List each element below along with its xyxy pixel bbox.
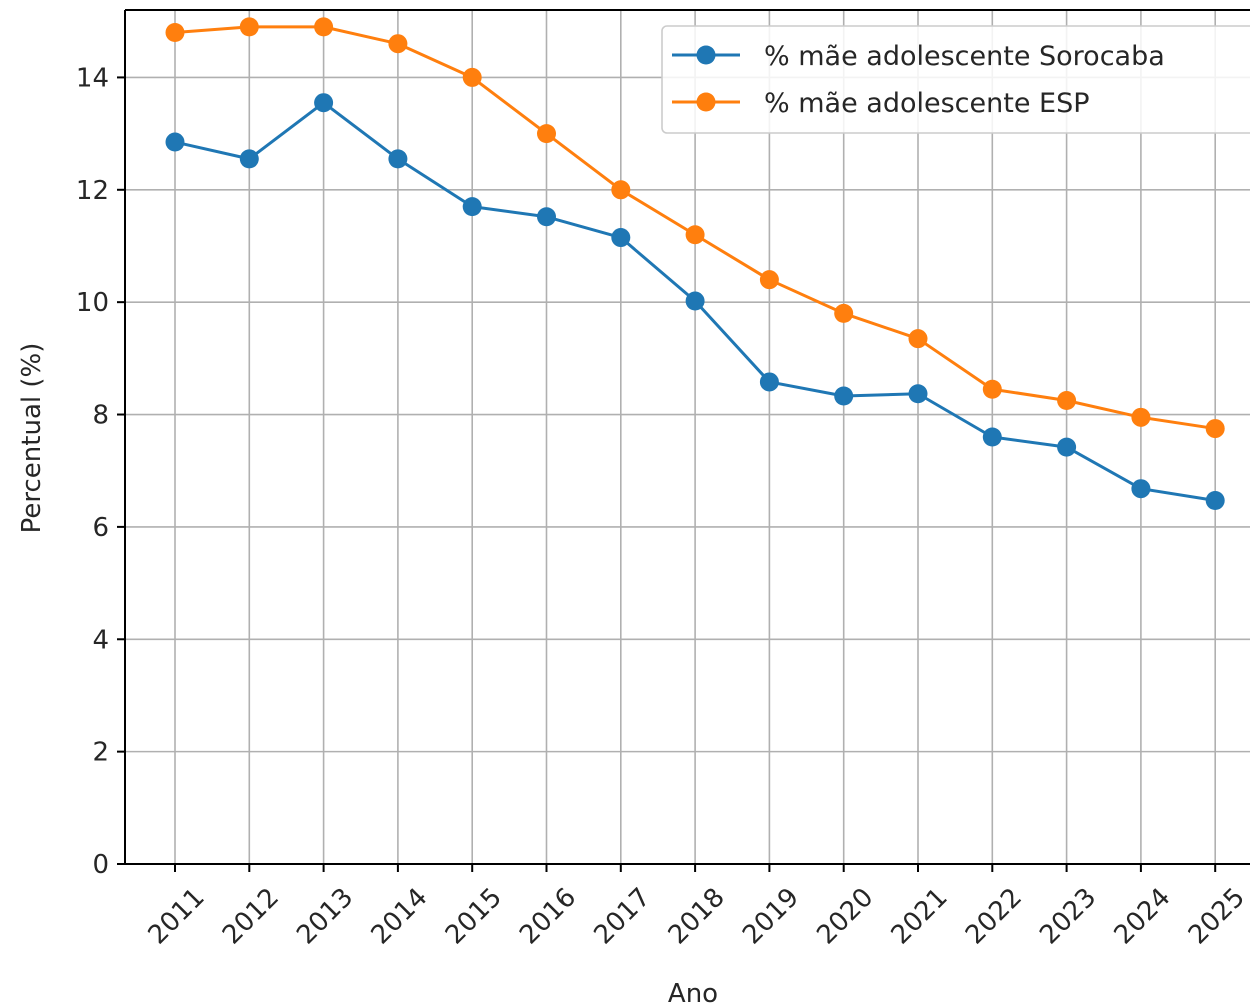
data-point-series-1 [462,197,482,217]
x-tick-label: 2023 [1034,882,1102,950]
data-point-series-2 [685,225,705,245]
legend-label-2: % mãe adolescente ESP [764,88,1090,119]
x-tick-label: 2024 [1109,882,1177,950]
data-point-series-2 [1131,407,1151,427]
data-point-series-1 [537,207,556,227]
data-point-series-1 [1205,490,1225,510]
data-point-series-1 [239,149,259,169]
y-tick-label: 14 [76,63,109,93]
x-tick-label: 2013 [291,882,359,950]
data-point-series-1 [314,93,334,113]
y-tick-label: 0 [92,850,109,880]
y-tick-label: 4 [92,625,109,655]
data-point-series-1 [611,228,631,248]
x-axis-title: Ano [668,979,718,1006]
grid [125,10,1250,865]
data-point-series-1 [908,384,928,404]
x-tick-label: 2017 [588,882,656,950]
y-axis-title: Percentual (%) [17,343,47,534]
data-point-series-2 [1057,390,1077,410]
x-tick-label: 2011 [143,882,211,950]
data-point-series-2 [611,180,631,200]
data-point-series-1 [834,386,854,406]
data-point-series-2 [908,329,928,349]
x-tick-label: 2018 [663,882,731,950]
data-point-series-2 [834,303,854,323]
x-tick-label: 2015 [440,882,508,950]
data-point-series-1 [388,149,408,169]
x-tick-label: 2022 [960,882,1028,950]
data-point-series-2 [982,379,1002,399]
data-point-series-2 [314,17,334,37]
data-point-series-1 [1057,437,1077,457]
legend: % mãe adolescente Sorocaba % mãe adolesce… [661,25,1250,134]
data-point-series-2 [165,22,185,42]
data-point-series-1 [982,427,1002,447]
data-point-series-1 [759,372,779,392]
data-point-series-1 [165,132,185,152]
y-tick-label: 10 [76,288,109,318]
data-point-series-2 [759,270,779,290]
x-tick-label: 2016 [514,882,582,950]
legend-marker-1 [696,45,716,65]
x-tick-label: 2012 [217,882,285,950]
legend-label-1: % mãe adolescente Sorocaba [764,41,1165,72]
y-tick-label: 8 [92,401,109,431]
x-tick-label: 2025 [1183,882,1250,950]
legend-marker-2 [696,92,716,112]
y-tick-label: 6 [92,513,109,543]
plot-area [165,17,1225,510]
data-point-series-1 [1131,479,1151,499]
x-tick-label: 2020 [811,882,879,950]
data-point-series-1 [685,291,705,311]
y-tick-label: 12 [76,176,109,206]
x-tick-label: 2021 [886,882,954,950]
data-point-series-2 [239,17,259,37]
data-point-series-2 [462,67,482,87]
data-point-series-2 [1205,419,1225,439]
x-tick-label: 2014 [366,882,434,950]
x-tick-label: 2019 [737,882,805,950]
y-tick-label: 2 [92,738,109,768]
legend-box [661,25,1250,134]
data-point-series-2 [537,124,556,144]
data-point-series-2 [388,34,408,54]
